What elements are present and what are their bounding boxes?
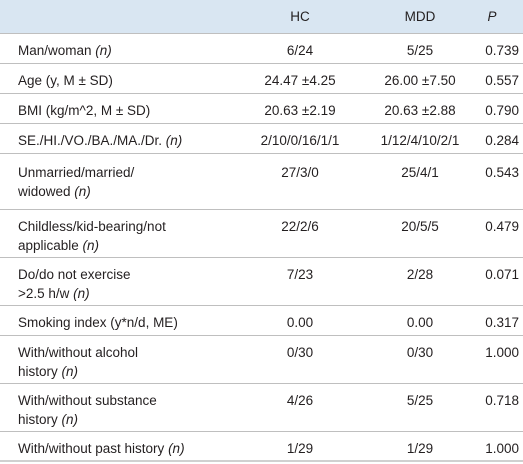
hc-value: 0/30 [286, 345, 314, 360]
row-label: Childless/kid-bearing/not applicable (n) [18, 219, 166, 253]
table-row: With/without alcohol history (n) 0/30 0/3… [0, 336, 523, 384]
row-label: With/without past history (n) [18, 441, 185, 456]
p-value: 0.739 [485, 43, 519, 58]
p-value: 0.284 [485, 133, 519, 148]
table-row: SE./HI./VO./BA./MA./Dr. (n) 2/10/0/16/1/… [0, 124, 523, 154]
p-value: 1.000 [485, 345, 519, 360]
row-label: Age (y, M ± SD) [18, 73, 113, 88]
table-row: Smoking index (y*n/d, ME) 0.00 0.00 0.31… [0, 306, 523, 336]
row-label: Unmarried/married/widowed (n) [18, 165, 135, 199]
hc-value: 24.47 ±4.25 [264, 73, 336, 88]
row-label: Smoking index (y*n/d, ME) [18, 315, 178, 330]
table-row: Age (y, M ± SD) 24.47 ±4.25 26.00 ±7.50 … [0, 64, 523, 94]
hc-value: 22/2/6 [281, 219, 319, 234]
hc-value: 1/29 [286, 441, 314, 456]
p-value: 0.317 [485, 315, 519, 330]
header-mdd: MDD [404, 9, 436, 24]
row-label: Man/woman (n) [18, 43, 112, 58]
hc-value: 2/10/0/16/1/1 [260, 133, 340, 148]
mdd-value: 26.00 ±7.50 [384, 73, 456, 88]
mdd-value: 5/25 [406, 393, 434, 408]
table-row: With/without past history (n) 1/29 1/29 … [0, 432, 523, 462]
row-label: With/without substance history (n) [18, 393, 157, 427]
header-hc: HC [290, 9, 310, 24]
mdd-value: 25/4/1 [401, 165, 439, 180]
p-value: 0.543 [485, 165, 519, 180]
row-label: Do/do not exercise >2.5 h/w (n) [18, 267, 131, 301]
table-row: With/without substance history (n) 4/26 5… [0, 384, 523, 432]
mdd-value: 1/29 [406, 441, 434, 456]
hc-value: 7/23 [286, 267, 314, 282]
hc-value: 0.00 [286, 315, 314, 330]
mdd-value: 0/30 [406, 345, 434, 360]
p-value: 0.557 [485, 73, 519, 88]
mdd-value: 20/5/5 [401, 219, 439, 234]
mdd-value: 0.00 [406, 315, 434, 330]
p-value: 0.718 [485, 393, 519, 408]
table-row: Man/woman (n) 6/24 5/25 0.739 [0, 34, 523, 64]
row-label: With/without alcohol history (n) [18, 345, 139, 379]
p-value: 1.000 [485, 441, 519, 456]
hc-value: 20.63 ±2.19 [264, 103, 336, 118]
p-value: 0.790 [485, 103, 519, 118]
hc-value: 6/24 [286, 43, 314, 58]
table-row: Do/do not exercise >2.5 h/w (n) 7/23 2/28… [0, 258, 523, 306]
table-header-row: HC MDD P [0, 0, 523, 34]
p-value: 0.479 [485, 219, 519, 234]
mdd-value: 5/25 [406, 43, 434, 58]
header-p: P [487, 9, 497, 24]
mdd-value: 1/12/4/10/2/1 [380, 133, 460, 148]
p-value: 0.071 [485, 267, 519, 282]
mdd-value: 2/28 [406, 267, 434, 282]
hc-value: 4/26 [286, 393, 314, 408]
row-label: BMI (kg/m^2, M ± SD) [18, 103, 151, 118]
table-row: Childless/kid-bearing/not applicable (n) … [0, 210, 523, 258]
row-label: SE./HI./VO./BA./MA./Dr. (n) [18, 133, 183, 148]
table-row: BMI (kg/m^2, M ± SD) 20.63 ±2.19 20.63 ±… [0, 94, 523, 124]
mdd-value: 20.63 ±2.88 [384, 103, 456, 118]
table-row: Unmarried/married/widowed (n) 27/3/0 25/… [0, 154, 523, 210]
hc-value: 27/3/0 [281, 165, 319, 180]
